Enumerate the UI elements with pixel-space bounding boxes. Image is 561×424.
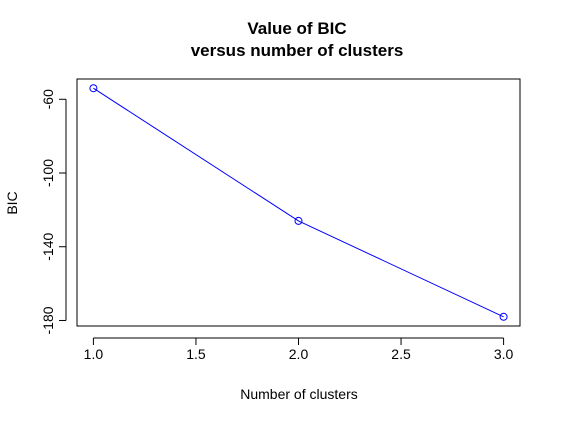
series xyxy=(89,84,508,321)
x-tick-label: 1.5 xyxy=(186,346,206,362)
x-tick-label: 2.0 xyxy=(289,346,309,362)
y-tick-label: -100 xyxy=(40,159,56,187)
series-line xyxy=(93,87,504,318)
data-point xyxy=(499,312,508,321)
y-tick-label: -140 xyxy=(40,233,56,261)
x-tick-label: 1.0 xyxy=(84,346,104,362)
chart-title: Value of BIC xyxy=(247,19,346,38)
data-point xyxy=(89,84,98,93)
data-point xyxy=(294,216,303,225)
x-tick-label: 3.0 xyxy=(494,346,514,362)
x-tick-label: 2.5 xyxy=(391,346,411,362)
y-tick-label: -180 xyxy=(40,306,56,334)
y-axis-label: BIC xyxy=(4,191,20,214)
x-axis-label: Number of clusters xyxy=(240,386,357,402)
chart-subtitle: versus number of clusters xyxy=(191,41,404,60)
plot-frame xyxy=(76,78,521,327)
axes: 1.0 1.5 2.0 2.5 3.0 -60 -100 -140 -180 xyxy=(40,78,521,362)
y-tick-label: -60 xyxy=(40,89,56,109)
